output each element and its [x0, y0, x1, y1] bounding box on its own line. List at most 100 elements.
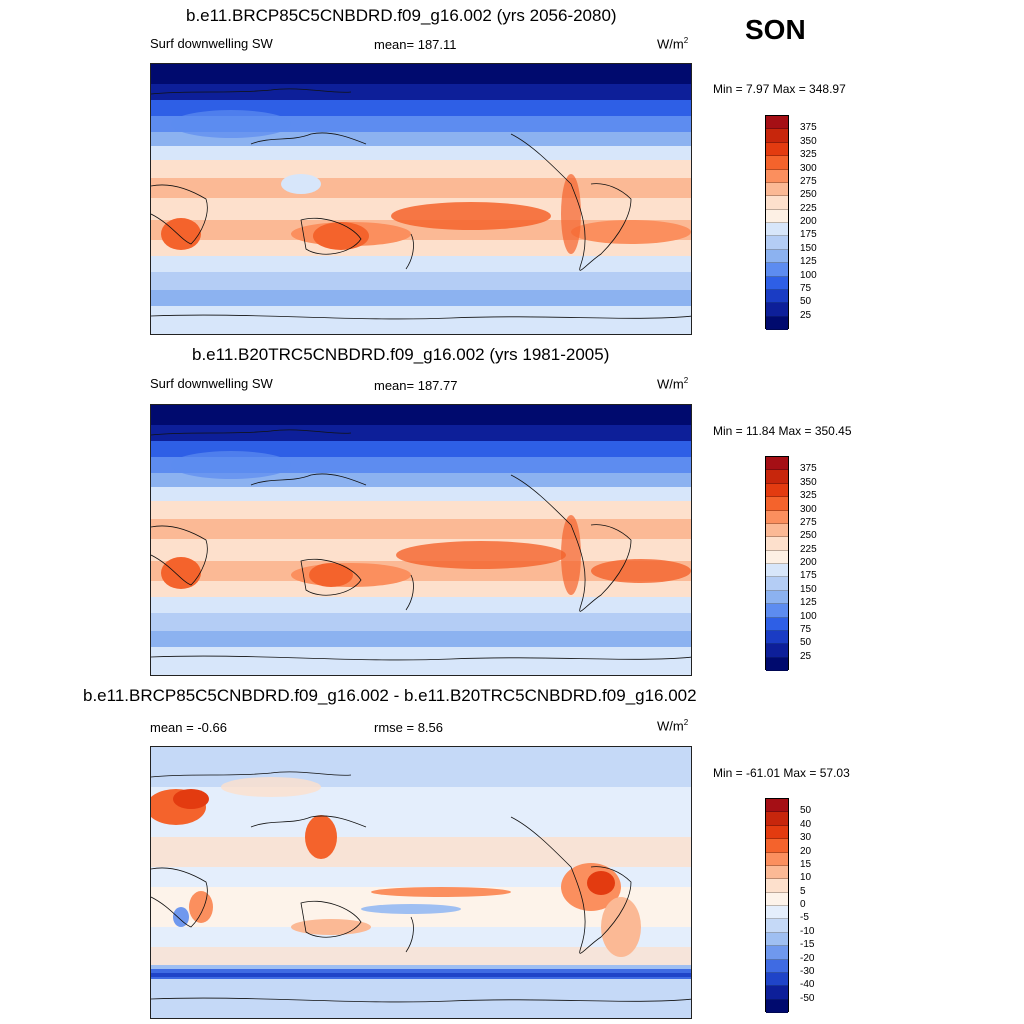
- colorbar-swatch: [766, 879, 788, 893]
- colorbar-tick-label: -40: [800, 979, 815, 991]
- panel1-variable-label: Surf downwelling SW: [150, 36, 273, 51]
- panel2-minmax: Min = 11.84 Max = 350.45: [713, 424, 852, 438]
- panel2-units-label: W/m2: [657, 376, 689, 392]
- season-label: SON: [745, 14, 806, 45]
- colorbar-swatch: [766, 604, 788, 618]
- colorbar-tick-label: 25: [800, 309, 812, 321]
- colorbar-tick-label: 15: [800, 858, 812, 870]
- colorbar-swatch: [766, 892, 788, 906]
- panel2-mean-label: mean= 187.77: [374, 378, 458, 393]
- colorbar-tick-label: 150: [800, 242, 817, 254]
- colorbar-tick-label: 5: [800, 885, 806, 897]
- colorbar-swatch: [766, 156, 788, 170]
- colorbar-swatch: [766, 249, 788, 264]
- colorbar-tick-label: 100: [800, 610, 817, 622]
- panel2-map: [150, 404, 692, 676]
- colorbar-swatch: [766, 630, 788, 645]
- colorbar-swatch: [766, 182, 788, 197]
- colorbar-swatch: [766, 657, 788, 671]
- colorbar-tick-label: 50: [800, 637, 812, 649]
- colorbar-tick-label: 30: [800, 832, 812, 844]
- colorbar-swatch: [766, 263, 788, 277]
- colorbar-swatch: [766, 289, 788, 304]
- colorbar-tick-label: 275: [800, 516, 817, 528]
- colorbar-tick-label: 200: [800, 216, 817, 227]
- panel1-minmax: Min = 7.97 Max = 348.97: [713, 82, 846, 96]
- colorbar-tick-label: 10: [800, 872, 812, 884]
- panel3-map-svg: [151, 747, 691, 1018]
- panel3-rmse-label: rmse = 8.56: [374, 720, 444, 735]
- colorbar-tick-label: 75: [800, 623, 812, 635]
- colorbar-swatch: [766, 303, 788, 317]
- colorbar-swatch: [766, 316, 788, 330]
- panel3-colorbar: [765, 798, 789, 1013]
- colorbar-swatch: [766, 852, 788, 866]
- colorbar-tick-label: 0: [800, 899, 806, 910]
- panel3-mean-label: mean = -0.66: [150, 720, 227, 735]
- colorbar-swatch: [766, 839, 788, 853]
- panel1-title: b.e11.BRCP85C5CNBDRD.f09_g16.002 (yrs 20…: [186, 6, 617, 25]
- panel2-variable-label: Surf downwelling SW: [150, 376, 273, 391]
- colorbar-swatch: [766, 865, 788, 880]
- colorbar-tick-label: -20: [800, 952, 815, 964]
- colorbar-tick-label: -30: [800, 965, 815, 977]
- colorbar-tick-label: 125: [800, 256, 817, 268]
- panel2-colorbar: [765, 456, 789, 671]
- colorbar-swatch: [766, 999, 788, 1013]
- colorbar-swatch: [766, 209, 788, 223]
- colorbar-swatch: [766, 590, 788, 605]
- colorbar-tick-label: 350: [800, 135, 817, 147]
- colorbar-tick-label: 175: [800, 229, 817, 241]
- colorbar-tick-label: 150: [800, 583, 817, 595]
- colorbar-tick-label: 125: [800, 597, 817, 609]
- colorbar-tick-label: 100: [800, 269, 817, 281]
- colorbar-swatch: [766, 644, 788, 658]
- colorbar-swatch: [766, 497, 788, 511]
- colorbar-swatch: [766, 523, 788, 538]
- colorbar-swatch: [766, 932, 788, 947]
- colorbar-swatch: [766, 906, 788, 920]
- colorbar-tick-label: 325: [800, 490, 817, 502]
- colorbar-swatch: [766, 236, 788, 250]
- colorbar-swatch: [766, 799, 788, 813]
- panel2-title: b.e11.B20TRC5CNBDRD.f09_g16.002 (yrs 198…: [192, 345, 610, 364]
- colorbar-tick-label: 40: [800, 818, 812, 830]
- colorbar-swatch: [766, 470, 788, 484]
- colorbar-tick-label: 300: [800, 162, 817, 174]
- colorbar-tick-label: 375: [800, 122, 817, 134]
- panel3-units-label: W/m2: [657, 718, 689, 734]
- panel1-mean-label: mean= 187.11: [374, 37, 457, 52]
- colorbar-swatch: [766, 617, 788, 631]
- panel1-map-svg: [151, 64, 691, 334]
- colorbar-tick-label: 275: [800, 175, 817, 187]
- colorbar-tick-label: -50: [800, 992, 815, 1004]
- colorbar-swatch: [766, 483, 788, 498]
- colorbar-swatch: [766, 946, 788, 960]
- colorbar-swatch: [766, 129, 788, 143]
- panel3-map: [150, 746, 692, 1019]
- colorbar-tick-label: 25: [800, 650, 812, 662]
- colorbar-swatch: [766, 142, 788, 157]
- colorbar-tick-label: -5: [800, 912, 809, 924]
- panel1-units-label: W/m2: [657, 36, 689, 52]
- colorbar-swatch: [766, 537, 788, 551]
- panel1-map: [150, 63, 692, 335]
- colorbar-swatch: [766, 223, 788, 237]
- panel3-title: b.e11.BRCP85C5CNBDRD.f09_g16.002 - b.e11…: [83, 686, 697, 705]
- panel1-colorbar: [765, 115, 789, 330]
- colorbar-tick-label: 75: [800, 282, 812, 294]
- colorbar-swatch: [766, 169, 788, 183]
- colorbar-swatch: [766, 919, 788, 933]
- colorbar-swatch: [766, 825, 788, 840]
- colorbar-tick-label: 300: [800, 503, 817, 515]
- colorbar-tick-label: 20: [800, 845, 812, 857]
- colorbar-tick-label: 375: [800, 463, 817, 475]
- colorbar-tick-label: 225: [800, 543, 817, 555]
- colorbar-tick-label: 350: [800, 476, 817, 488]
- colorbar-tick-label: 50: [800, 805, 812, 817]
- colorbar-tick-label: 325: [800, 149, 817, 161]
- colorbar-tick-label: -15: [800, 939, 815, 951]
- colorbar-swatch: [766, 959, 788, 973]
- colorbar-swatch: [766, 812, 788, 826]
- colorbar-swatch: [766, 972, 788, 987]
